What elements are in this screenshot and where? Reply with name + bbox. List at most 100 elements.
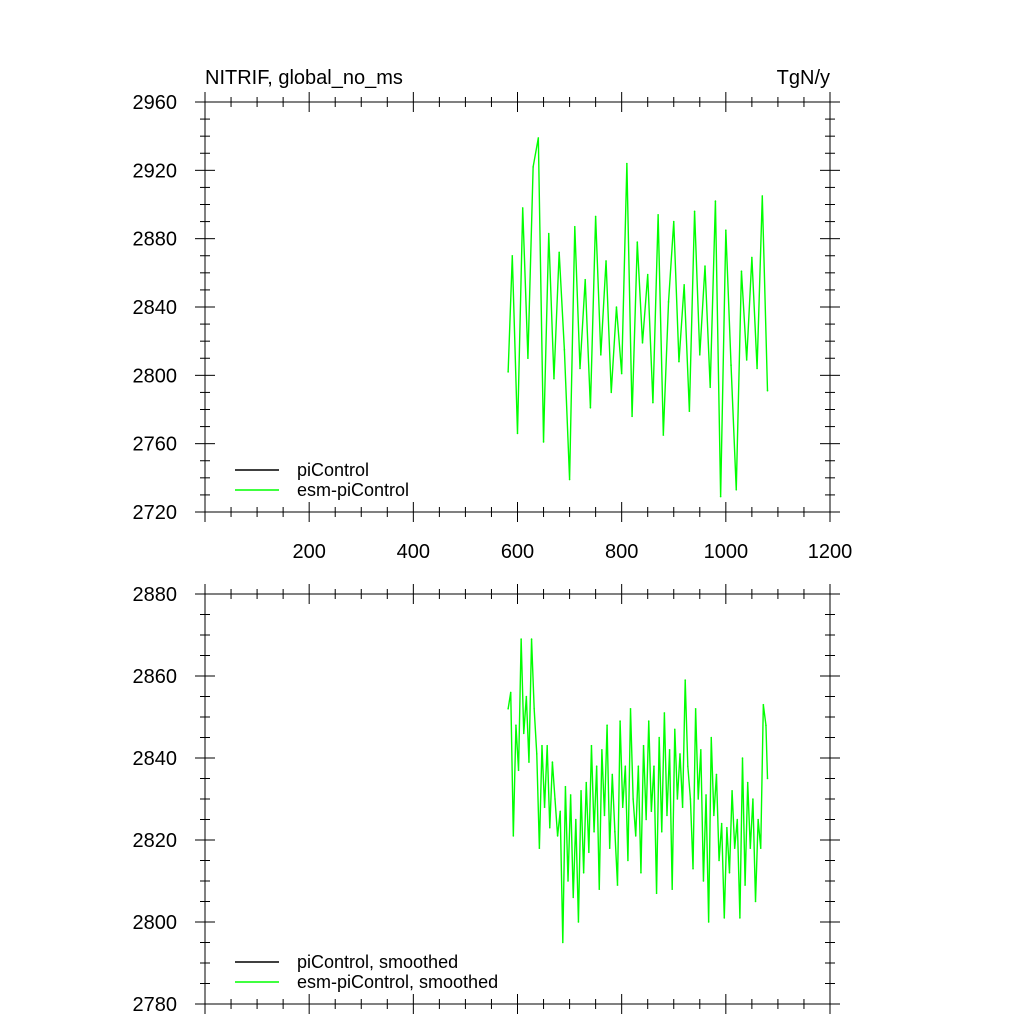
- series-point: [746, 781, 749, 784]
- series-point: [598, 888, 601, 890]
- series-point: [621, 806, 624, 808]
- series-point: [702, 880, 705, 882]
- series-point: [744, 884, 746, 886]
- series-point: [766, 777, 769, 780]
- series-point: [714, 200, 717, 202]
- series-point: [572, 896, 575, 899]
- series-point: [535, 753, 538, 755]
- series-point: [610, 391, 613, 394]
- x-tick-label: 800: [605, 541, 638, 563]
- series-point: [573, 225, 576, 228]
- series-point: [671, 888, 673, 890]
- series-point: [629, 708, 632, 710]
- series-point: [547, 232, 550, 235]
- y-tick-label: 2960: [133, 92, 178, 114]
- series-point: [562, 941, 564, 944]
- series-point: [541, 744, 543, 747]
- series-point: [522, 732, 525, 735]
- y-tick-label: 2880: [133, 229, 178, 251]
- series-point: [507, 371, 509, 373]
- y-tick-label: 2840: [133, 297, 178, 319]
- series-point: [605, 260, 607, 262]
- series-point: [525, 695, 528, 698]
- series-point: [588, 851, 590, 854]
- series-point: [568, 478, 571, 481]
- series-point: [548, 826, 551, 829]
- series-point: [530, 638, 533, 640]
- series-point: [615, 306, 618, 308]
- series-point: [582, 872, 585, 874]
- series-point: [564, 785, 567, 788]
- series-point: [606, 724, 608, 726]
- series-point: [653, 765, 655, 767]
- series-point: [676, 798, 679, 800]
- series-point: [567, 880, 569, 882]
- series-point: [660, 831, 663, 833]
- series-point: [759, 847, 762, 849]
- series-point: [715, 773, 718, 776]
- series-point: [577, 921, 580, 923]
- series-point: [705, 794, 707, 796]
- series-point: [730, 364, 732, 366]
- series-point: [619, 720, 621, 722]
- series-point: [663, 712, 666, 714]
- series-point: [749, 847, 752, 849]
- series-point: [593, 831, 595, 833]
- series-point: [579, 367, 581, 370]
- series-point: [693, 210, 696, 213]
- series-point: [634, 835, 637, 837]
- series-point: [720, 822, 723, 825]
- series-point: [761, 195, 764, 197]
- series-line-1: [507, 137, 769, 497]
- series-point: [726, 826, 728, 829]
- y-tick-label: 2860: [133, 666, 178, 688]
- series-point: [757, 818, 759, 821]
- y-tick-label: 2820: [133, 830, 178, 852]
- legend-label: piControl: [297, 460, 369, 480]
- series-point: [553, 377, 555, 380]
- x-tick-label: 1200: [808, 541, 853, 563]
- series-point: [641, 342, 644, 344]
- series-point: [585, 781, 588, 784]
- series-point: [735, 488, 738, 491]
- y-tick-label: 2800: [133, 912, 178, 934]
- legend-label: esm-piControl: [297, 480, 409, 500]
- series-point: [532, 166, 534, 168]
- series-point: [713, 814, 715, 817]
- series-point: [679, 753, 681, 755]
- legend-label: esm-piControl, smoothed: [297, 972, 498, 992]
- series-point: [543, 806, 546, 808]
- series-point: [626, 162, 628, 165]
- series-point: [719, 495, 722, 498]
- series-point: [589, 406, 592, 409]
- series-point: [559, 810, 562, 813]
- series-point: [681, 806, 684, 808]
- series-point: [666, 814, 668, 817]
- series-point: [517, 769, 520, 772]
- series-point: [542, 441, 545, 443]
- series-point: [647, 720, 650, 722]
- series-point: [692, 867, 694, 870]
- series-point: [650, 810, 653, 813]
- series-point: [515, 724, 517, 726]
- series-point: [709, 386, 712, 389]
- units-label: TgN/y: [777, 67, 830, 89]
- bottom-panel: 2780 2800 2820 2840 2860 2880 piControl, smoot…: [133, 584, 840, 1016]
- y-tick-label: 2800: [133, 365, 178, 387]
- series-point: [511, 254, 514, 257]
- series-point: [551, 761, 554, 763]
- series-point: [762, 703, 765, 706]
- series-point: [694, 708, 697, 710]
- series-point: [533, 708, 535, 710]
- series-point: [509, 691, 512, 694]
- x-tick-label: 1000: [704, 541, 749, 563]
- series-point: [740, 270, 743, 272]
- series-point: [657, 213, 659, 216]
- series-point: [687, 765, 689, 767]
- series-point: [521, 207, 524, 209]
- y-tick-label: 2780: [133, 994, 178, 1016]
- series-point: [652, 401, 654, 404]
- series-point: [520, 638, 522, 640]
- series-point: [527, 357, 529, 360]
